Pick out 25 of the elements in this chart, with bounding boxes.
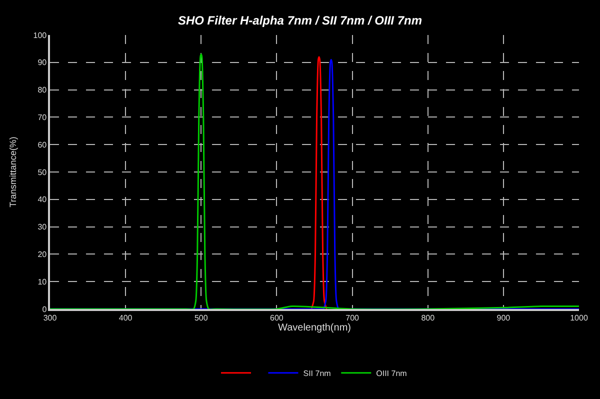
- x-tick-label: 400: [118, 313, 133, 322]
- y-tick-label: 10: [38, 277, 48, 286]
- x-axis-title: Wavelength(nm): [278, 322, 351, 334]
- x-tick-label: 300: [43, 313, 58, 322]
- y-tick-label: 90: [38, 58, 48, 68]
- y-tick-label: 0: [42, 304, 48, 314]
- x-tick-label: 500: [194, 313, 208, 322]
- y-tick-label: 20: [38, 250, 48, 259]
- chart-title: SHO Filter H-alpha 7nm / SII 7nm / OIII 7nm: [178, 13, 422, 28]
- legend-label: SII 7nm: [303, 368, 332, 378]
- y-tick-label: 80: [38, 86, 48, 95]
- y-tick-label: 40: [38, 195, 48, 204]
- line-series: [310, 56, 328, 309]
- y-tick-label: 30: [38, 222, 48, 232]
- x-tick-label: 600: [270, 313, 284, 322]
- x-tick-label: 800: [421, 313, 436, 322]
- y-axis-title: Transmittance(%): [8, 136, 18, 208]
- y-tick-label: 100: [33, 30, 48, 40]
- legend-label: OIII 7nm: [376, 368, 408, 378]
- y-tick-label: 50: [38, 168, 48, 177]
- y-tick-label: 60: [38, 140, 48, 150]
- x-tick-label: 1000: [570, 313, 588, 322]
- x-tick-label: 700: [346, 313, 360, 322]
- x-tick-label: 900: [496, 313, 511, 322]
- y-tick-label: 70: [38, 113, 48, 122]
